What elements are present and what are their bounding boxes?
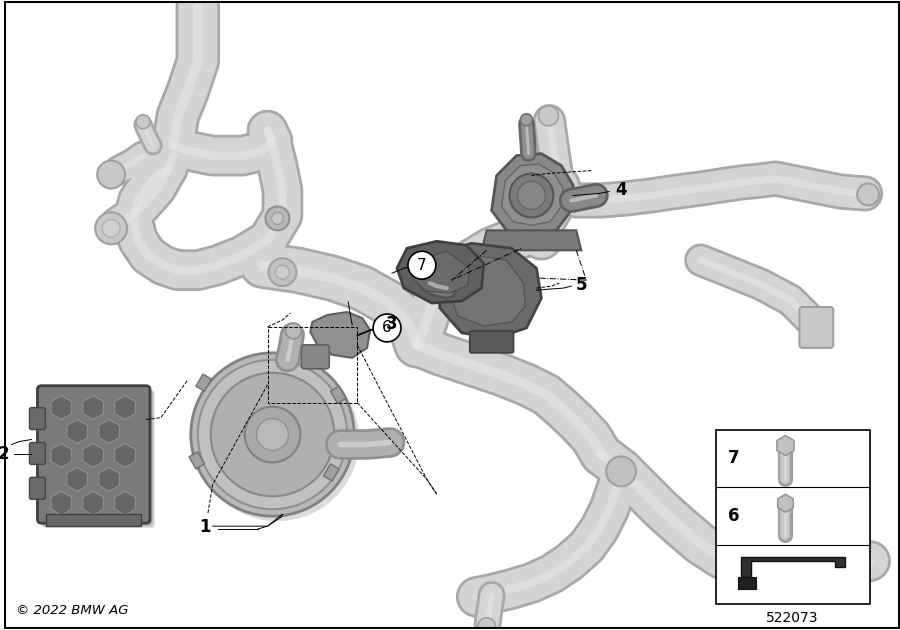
Circle shape bbox=[198, 360, 347, 509]
Bar bbox=[196, 374, 211, 391]
Polygon shape bbox=[310, 312, 370, 358]
Circle shape bbox=[518, 181, 545, 209]
FancyBboxPatch shape bbox=[41, 390, 154, 527]
Circle shape bbox=[374, 314, 401, 342]
Polygon shape bbox=[397, 241, 483, 303]
Circle shape bbox=[211, 373, 334, 496]
Circle shape bbox=[520, 114, 533, 126]
Polygon shape bbox=[436, 243, 542, 338]
FancyBboxPatch shape bbox=[39, 387, 151, 524]
Circle shape bbox=[95, 212, 127, 244]
Circle shape bbox=[347, 435, 365, 454]
Circle shape bbox=[408, 251, 436, 279]
FancyBboxPatch shape bbox=[40, 389, 153, 526]
Circle shape bbox=[857, 183, 879, 205]
Circle shape bbox=[285, 323, 302, 339]
FancyBboxPatch shape bbox=[799, 307, 833, 348]
Circle shape bbox=[275, 265, 290, 279]
Text: 4: 4 bbox=[616, 181, 627, 200]
Circle shape bbox=[103, 219, 120, 238]
Circle shape bbox=[97, 161, 125, 188]
Circle shape bbox=[191, 353, 355, 516]
Text: 5: 5 bbox=[575, 276, 587, 294]
Text: 3: 3 bbox=[386, 315, 398, 333]
Text: 1: 1 bbox=[199, 518, 211, 536]
Text: 2: 2 bbox=[0, 445, 9, 464]
FancyBboxPatch shape bbox=[30, 478, 45, 499]
Bar bbox=[323, 464, 339, 481]
Polygon shape bbox=[741, 557, 845, 577]
Text: 6: 6 bbox=[382, 321, 392, 335]
Polygon shape bbox=[482, 231, 581, 250]
FancyBboxPatch shape bbox=[302, 345, 329, 369]
Polygon shape bbox=[491, 154, 573, 236]
Polygon shape bbox=[501, 164, 562, 226]
Text: 6: 6 bbox=[728, 507, 740, 525]
Wedge shape bbox=[196, 358, 359, 521]
Circle shape bbox=[136, 115, 150, 129]
FancyBboxPatch shape bbox=[38, 386, 150, 523]
Text: 522073: 522073 bbox=[766, 611, 819, 625]
Text: © 2022 BMW AG: © 2022 BMW AG bbox=[15, 604, 128, 617]
Circle shape bbox=[272, 212, 284, 224]
Polygon shape bbox=[412, 251, 470, 293]
Bar bbox=[267, 327, 357, 403]
Bar bbox=[738, 577, 756, 589]
Text: 7: 7 bbox=[728, 449, 740, 467]
Bar bbox=[189, 452, 204, 469]
FancyBboxPatch shape bbox=[30, 442, 45, 464]
Circle shape bbox=[256, 418, 288, 450]
FancyBboxPatch shape bbox=[30, 408, 45, 430]
Circle shape bbox=[478, 618, 496, 630]
Circle shape bbox=[607, 457, 636, 486]
Circle shape bbox=[444, 261, 470, 287]
Text: 7: 7 bbox=[417, 258, 427, 273]
Bar bbox=[47, 514, 141, 526]
Circle shape bbox=[538, 106, 558, 126]
Bar bbox=[716, 430, 870, 604]
Circle shape bbox=[328, 433, 352, 457]
Bar bbox=[330, 386, 346, 403]
FancyBboxPatch shape bbox=[40, 387, 152, 525]
Polygon shape bbox=[450, 256, 526, 326]
FancyBboxPatch shape bbox=[470, 331, 514, 353]
Circle shape bbox=[338, 434, 359, 455]
Circle shape bbox=[266, 207, 290, 231]
FancyBboxPatch shape bbox=[42, 391, 155, 528]
Circle shape bbox=[245, 406, 301, 462]
Circle shape bbox=[509, 173, 554, 217]
Circle shape bbox=[268, 258, 296, 286]
